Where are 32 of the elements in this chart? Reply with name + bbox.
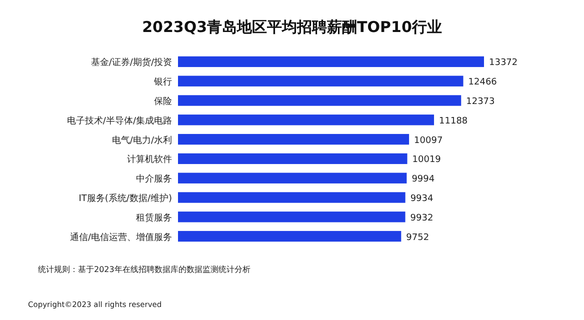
bar <box>178 95 462 106</box>
data-label: 10019 <box>412 155 442 166</box>
y-tick-label: 电气/电力/水利 <box>112 134 172 146</box>
data-label: 9932 <box>410 213 434 224</box>
y-tick-label: 租赁服务 <box>136 212 172 224</box>
bar <box>178 192 406 203</box>
data-label: 9752 <box>406 232 430 243</box>
chart-title: 2023Q3青岛地区平均招聘薪酬TOP10行业 <box>142 18 442 36</box>
bar <box>178 230 402 242</box>
data-label: 13372 <box>489 58 518 68</box>
data-label: 10097 <box>414 136 443 146</box>
bar <box>178 76 464 86</box>
bar <box>178 153 408 164</box>
y-tick-label: 计算机软件 <box>127 154 172 166</box>
bar <box>178 56 484 68</box>
data-label: 9994 <box>412 174 435 185</box>
text: 统计规则：基于2023年在线招聘数据库的数据监测统计分析 <box>38 265 250 274</box>
bar <box>178 212 406 222</box>
y-tick-label: 基金/证券/期货/投资 <box>90 57 172 68</box>
data-label: 11188 <box>439 116 468 126</box>
y-tick-label: 中介服务 <box>136 174 172 185</box>
y-tick-label: 保险 <box>154 96 172 107</box>
y-tick-label: 通信/电信运营、增值服务 <box>70 232 172 243</box>
y-tick-label: 银行 <box>153 76 172 88</box>
bar <box>178 172 407 184</box>
data-label: 9934 <box>410 194 434 204</box>
data-label: 12466 <box>468 78 498 88</box>
data-label: 12373 <box>466 97 495 107</box>
bar <box>178 134 410 145</box>
y-tick-label: 电子技术/半导体/集成电路 <box>66 115 172 126</box>
y-tick-label: IT服务(系统/数据/维护) <box>78 193 172 204</box>
bar <box>178 114 434 126</box>
